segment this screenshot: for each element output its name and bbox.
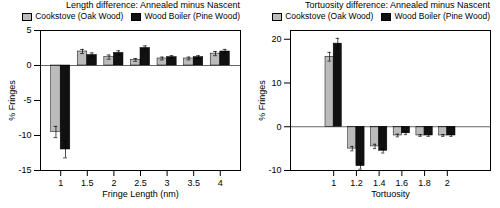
svg-text:1: 1 <box>331 178 336 188</box>
html-text:Wood Boiler (Pine Wood): Wood Boiler (Pine Wood) <box>144 11 240 21</box>
svg-text:Tortuosity: Tortuosity <box>371 189 410 199</box>
svg-text:3: 3 <box>165 178 170 188</box>
svg-text:2.5: 2.5 <box>134 178 147 188</box>
svg-text:1: 1 <box>58 178 63 188</box>
html-text:Cookstove (Oak Wood): Cookstove (Oak Wood) <box>35 11 124 21</box>
svg-text:0: 0 <box>26 60 31 70</box>
html-text:Tortuosity difference: Anneale: Tortuosity difference: Annealed minus Na… <box>305 0 490 10</box>
svg-text:-15: -15 <box>18 165 31 175</box>
html-text:Wood Boiler (Pine Wood): Wood Boiler (Pine Wood) <box>394 11 490 21</box>
svg-text:1.4: 1.4 <box>373 178 386 188</box>
svg-text:2: 2 <box>445 178 450 188</box>
svg-text:5: 5 <box>26 25 31 35</box>
svg-text:20: 20 <box>271 34 281 44</box>
svg-text:% Fringes: % Fringes <box>257 80 267 121</box>
html-text:Cookstove (Oak Wood): Cookstove (Oak Wood) <box>285 11 374 21</box>
svg-text:4: 4 <box>218 178 223 188</box>
svg-text:1.5: 1.5 <box>81 178 94 188</box>
svg-text:1.8: 1.8 <box>418 178 431 188</box>
html-text:Length difference: Annealed mi: Length difference: Annealed minus Nascen… <box>66 0 240 10</box>
svg-text:1.6: 1.6 <box>396 178 409 188</box>
svg-text:3.5: 3.5 <box>187 178 200 188</box>
svg-text:-10: -10 <box>18 130 31 140</box>
svg-text:Fringe Length (nm): Fringe Length (nm) <box>102 189 179 199</box>
svg-text:2: 2 <box>111 178 116 188</box>
svg-text:-10: -10 <box>268 165 281 175</box>
svg-text:-5: -5 <box>23 95 31 105</box>
svg-text:1.2: 1.2 <box>350 178 363 188</box>
svg-text:10: 10 <box>271 78 281 88</box>
svg-text:0: 0 <box>276 122 281 132</box>
svg-text:% Fringes: % Fringes <box>7 80 17 121</box>
